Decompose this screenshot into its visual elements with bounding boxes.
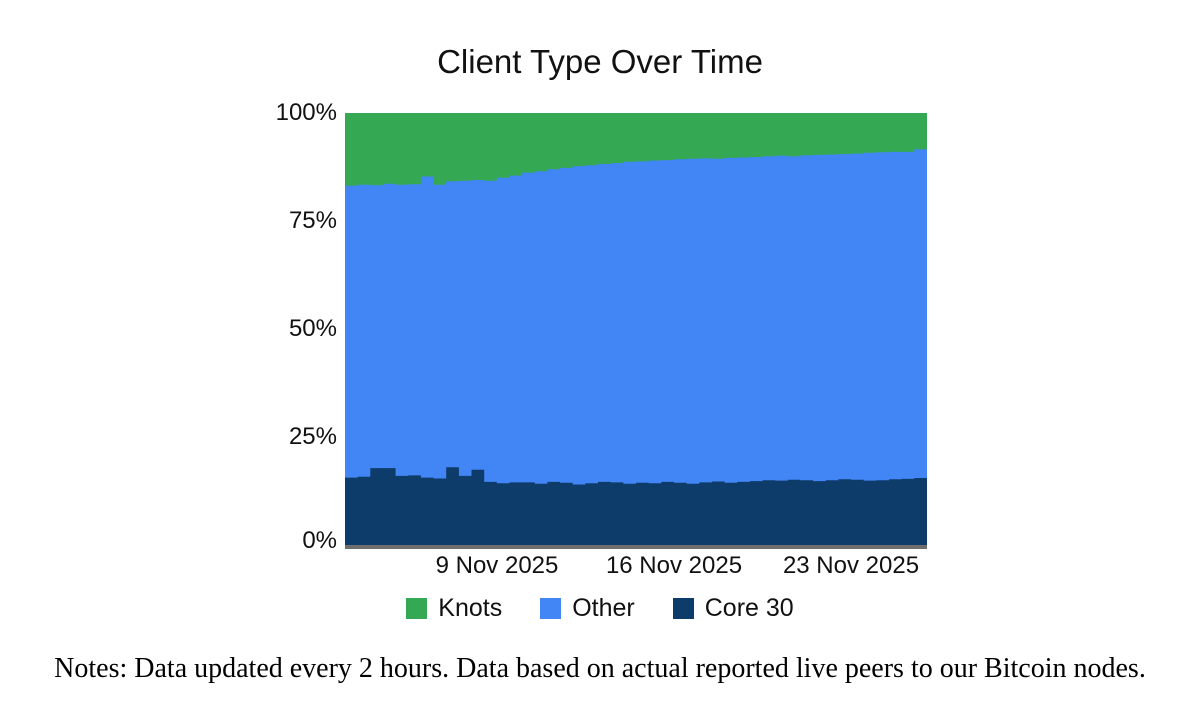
legend-label-knots: Knots bbox=[438, 594, 503, 622]
legend-label-core30: Core 30 bbox=[704, 594, 794, 622]
other-swatch-icon bbox=[540, 598, 562, 619]
x-axis-label-9nov: 9 Nov 2025 bbox=[435, 552, 559, 579]
y-axis-label-50: 50% bbox=[288, 315, 337, 342]
x-axis-label-23nov: 23 Nov 2025 bbox=[782, 552, 920, 579]
legend-item-core30[interactable]: Core 30 bbox=[672, 594, 794, 623]
stacked-area-plot[interactable] bbox=[345, 113, 927, 545]
legend-item-knots[interactable]: Knots bbox=[406, 594, 502, 623]
page-title: Client Type Over Time bbox=[437, 43, 763, 80]
legend: Knots Other Core 30 bbox=[0, 594, 1200, 623]
notes-text: Notes: Data updated every 2 hours. Data … bbox=[54, 653, 1146, 684]
legend-item-other[interactable]: Other bbox=[540, 594, 635, 623]
x-axis-line bbox=[345, 545, 927, 549]
core30-swatch-icon bbox=[672, 598, 694, 619]
knots-swatch-icon bbox=[406, 598, 428, 619]
chart-svg bbox=[345, 113, 927, 545]
y-axis-label-0: 0% bbox=[302, 527, 337, 554]
y-axis-label-25: 25% bbox=[288, 423, 337, 450]
legend-label-other: Other bbox=[572, 594, 635, 622]
y-axis-label-100: 100% bbox=[275, 99, 337, 126]
x-axis-label-16nov: 16 Nov 2025 bbox=[605, 552, 743, 579]
y-axis-label-75: 75% bbox=[288, 207, 337, 234]
